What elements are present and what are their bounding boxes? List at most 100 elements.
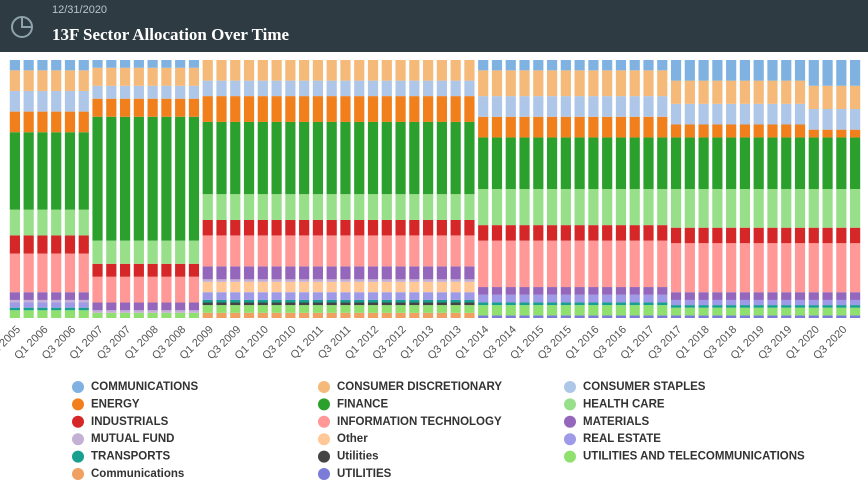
bar-segment — [299, 279, 310, 282]
bar-segment — [78, 111, 89, 133]
bar-segment — [546, 294, 558, 303]
bar-segment — [808, 129, 819, 138]
bar-segment — [230, 305, 241, 313]
bar-segment — [78, 132, 89, 210]
legend-label: ENERGY — [91, 398, 140, 410]
bar-segment — [767, 299, 778, 306]
bar-segment — [574, 189, 585, 226]
legend-label: COMMUNICATIONS — [91, 381, 198, 393]
legend-label: CONSUMER DISCRETIONARY — [337, 381, 502, 393]
bar-segment — [202, 279, 213, 282]
bar-segment — [216, 281, 227, 293]
bar-segment — [230, 281, 241, 293]
bar-segment — [92, 240, 103, 264]
bar-segment — [243, 80, 255, 97]
bar-segment — [367, 121, 379, 195]
bar-segment — [23, 132, 34, 210]
bar-segment — [519, 96, 530, 117]
bar-segment — [395, 96, 406, 122]
bar-segment — [602, 315, 613, 318]
bar-segment — [478, 287, 489, 295]
bar-segment — [560, 70, 571, 97]
bar-segment — [381, 281, 392, 293]
bar-segment — [615, 315, 627, 318]
bar-segment — [202, 281, 213, 293]
bar-segment — [629, 305, 640, 316]
bar-segment — [381, 235, 392, 267]
bar-segment — [602, 294, 613, 303]
bar-segment — [781, 189, 792, 228]
bar-segment — [436, 299, 447, 303]
bar-segment — [230, 121, 241, 195]
bar-segment — [808, 299, 819, 306]
bar-segment — [230, 266, 241, 280]
bar-segment — [712, 137, 723, 189]
bar-segment — [781, 80, 792, 104]
bar-segment — [767, 315, 778, 318]
bar-segment — [423, 80, 434, 97]
bar-segment — [133, 310, 144, 313]
bar-segment — [629, 240, 640, 288]
bar-segment — [340, 235, 351, 267]
bar-segment — [464, 279, 475, 282]
bar-segment — [629, 96, 640, 117]
bar-segment — [794, 189, 806, 228]
bar-segment — [670, 189, 682, 228]
bar-segment — [175, 263, 186, 277]
bar-segment — [808, 307, 819, 316]
bar-segment — [216, 194, 227, 220]
bar-segment — [243, 235, 255, 267]
bar-segment — [354, 219, 365, 236]
bar-segment — [312, 235, 324, 267]
bar-segment — [657, 225, 668, 241]
bar-segment — [684, 137, 695, 189]
legend-marker — [318, 468, 330, 480]
bar-segment — [326, 302, 337, 306]
bar-segment — [850, 305, 861, 308]
bar-segment — [450, 292, 461, 300]
bar-segment — [436, 219, 447, 236]
bar-segment — [175, 60, 186, 68]
bar-segment — [51, 90, 62, 112]
bar-segment — [23, 302, 34, 308]
bar-segment — [491, 305, 503, 316]
bar-segment — [588, 225, 599, 241]
bar-segment — [64, 302, 76, 308]
bar-segment — [629, 70, 640, 97]
bar-segment — [436, 266, 447, 280]
bar-segment — [271, 235, 282, 267]
bar-segment — [216, 299, 227, 303]
legend-label: UTILITIES — [337, 468, 392, 480]
bar-segment — [519, 294, 530, 303]
bar-segment — [78, 253, 89, 293]
bar-segment — [794, 292, 806, 300]
bar-segment — [312, 279, 324, 282]
bar-segment — [491, 60, 503, 71]
bar-segment — [188, 67, 200, 86]
bar-segment — [574, 294, 585, 303]
bar-segment — [767, 60, 778, 81]
bar-segment — [367, 235, 379, 267]
bar-segment — [409, 194, 420, 220]
bar-segment — [712, 243, 723, 293]
bar-segment — [202, 312, 213, 318]
bar-segment — [643, 302, 654, 306]
bar-segment — [643, 70, 654, 97]
bar-segment — [23, 299, 34, 303]
bar-segment — [491, 137, 503, 189]
bar-segment — [271, 292, 282, 300]
bar-segment — [615, 305, 627, 316]
bar-segment — [588, 315, 599, 318]
bar-segment — [381, 121, 392, 195]
bar-segment — [698, 124, 709, 138]
bar-segment — [354, 60, 365, 81]
bar-segment — [739, 80, 751, 104]
bar-segment — [588, 294, 599, 303]
bar-segment — [230, 219, 241, 236]
bar-segment — [381, 302, 392, 306]
bar-segment — [781, 305, 792, 308]
bar-segment — [546, 116, 558, 138]
bar-segment — [533, 60, 544, 71]
bar-segment — [450, 80, 461, 97]
bar-segment — [409, 219, 420, 236]
